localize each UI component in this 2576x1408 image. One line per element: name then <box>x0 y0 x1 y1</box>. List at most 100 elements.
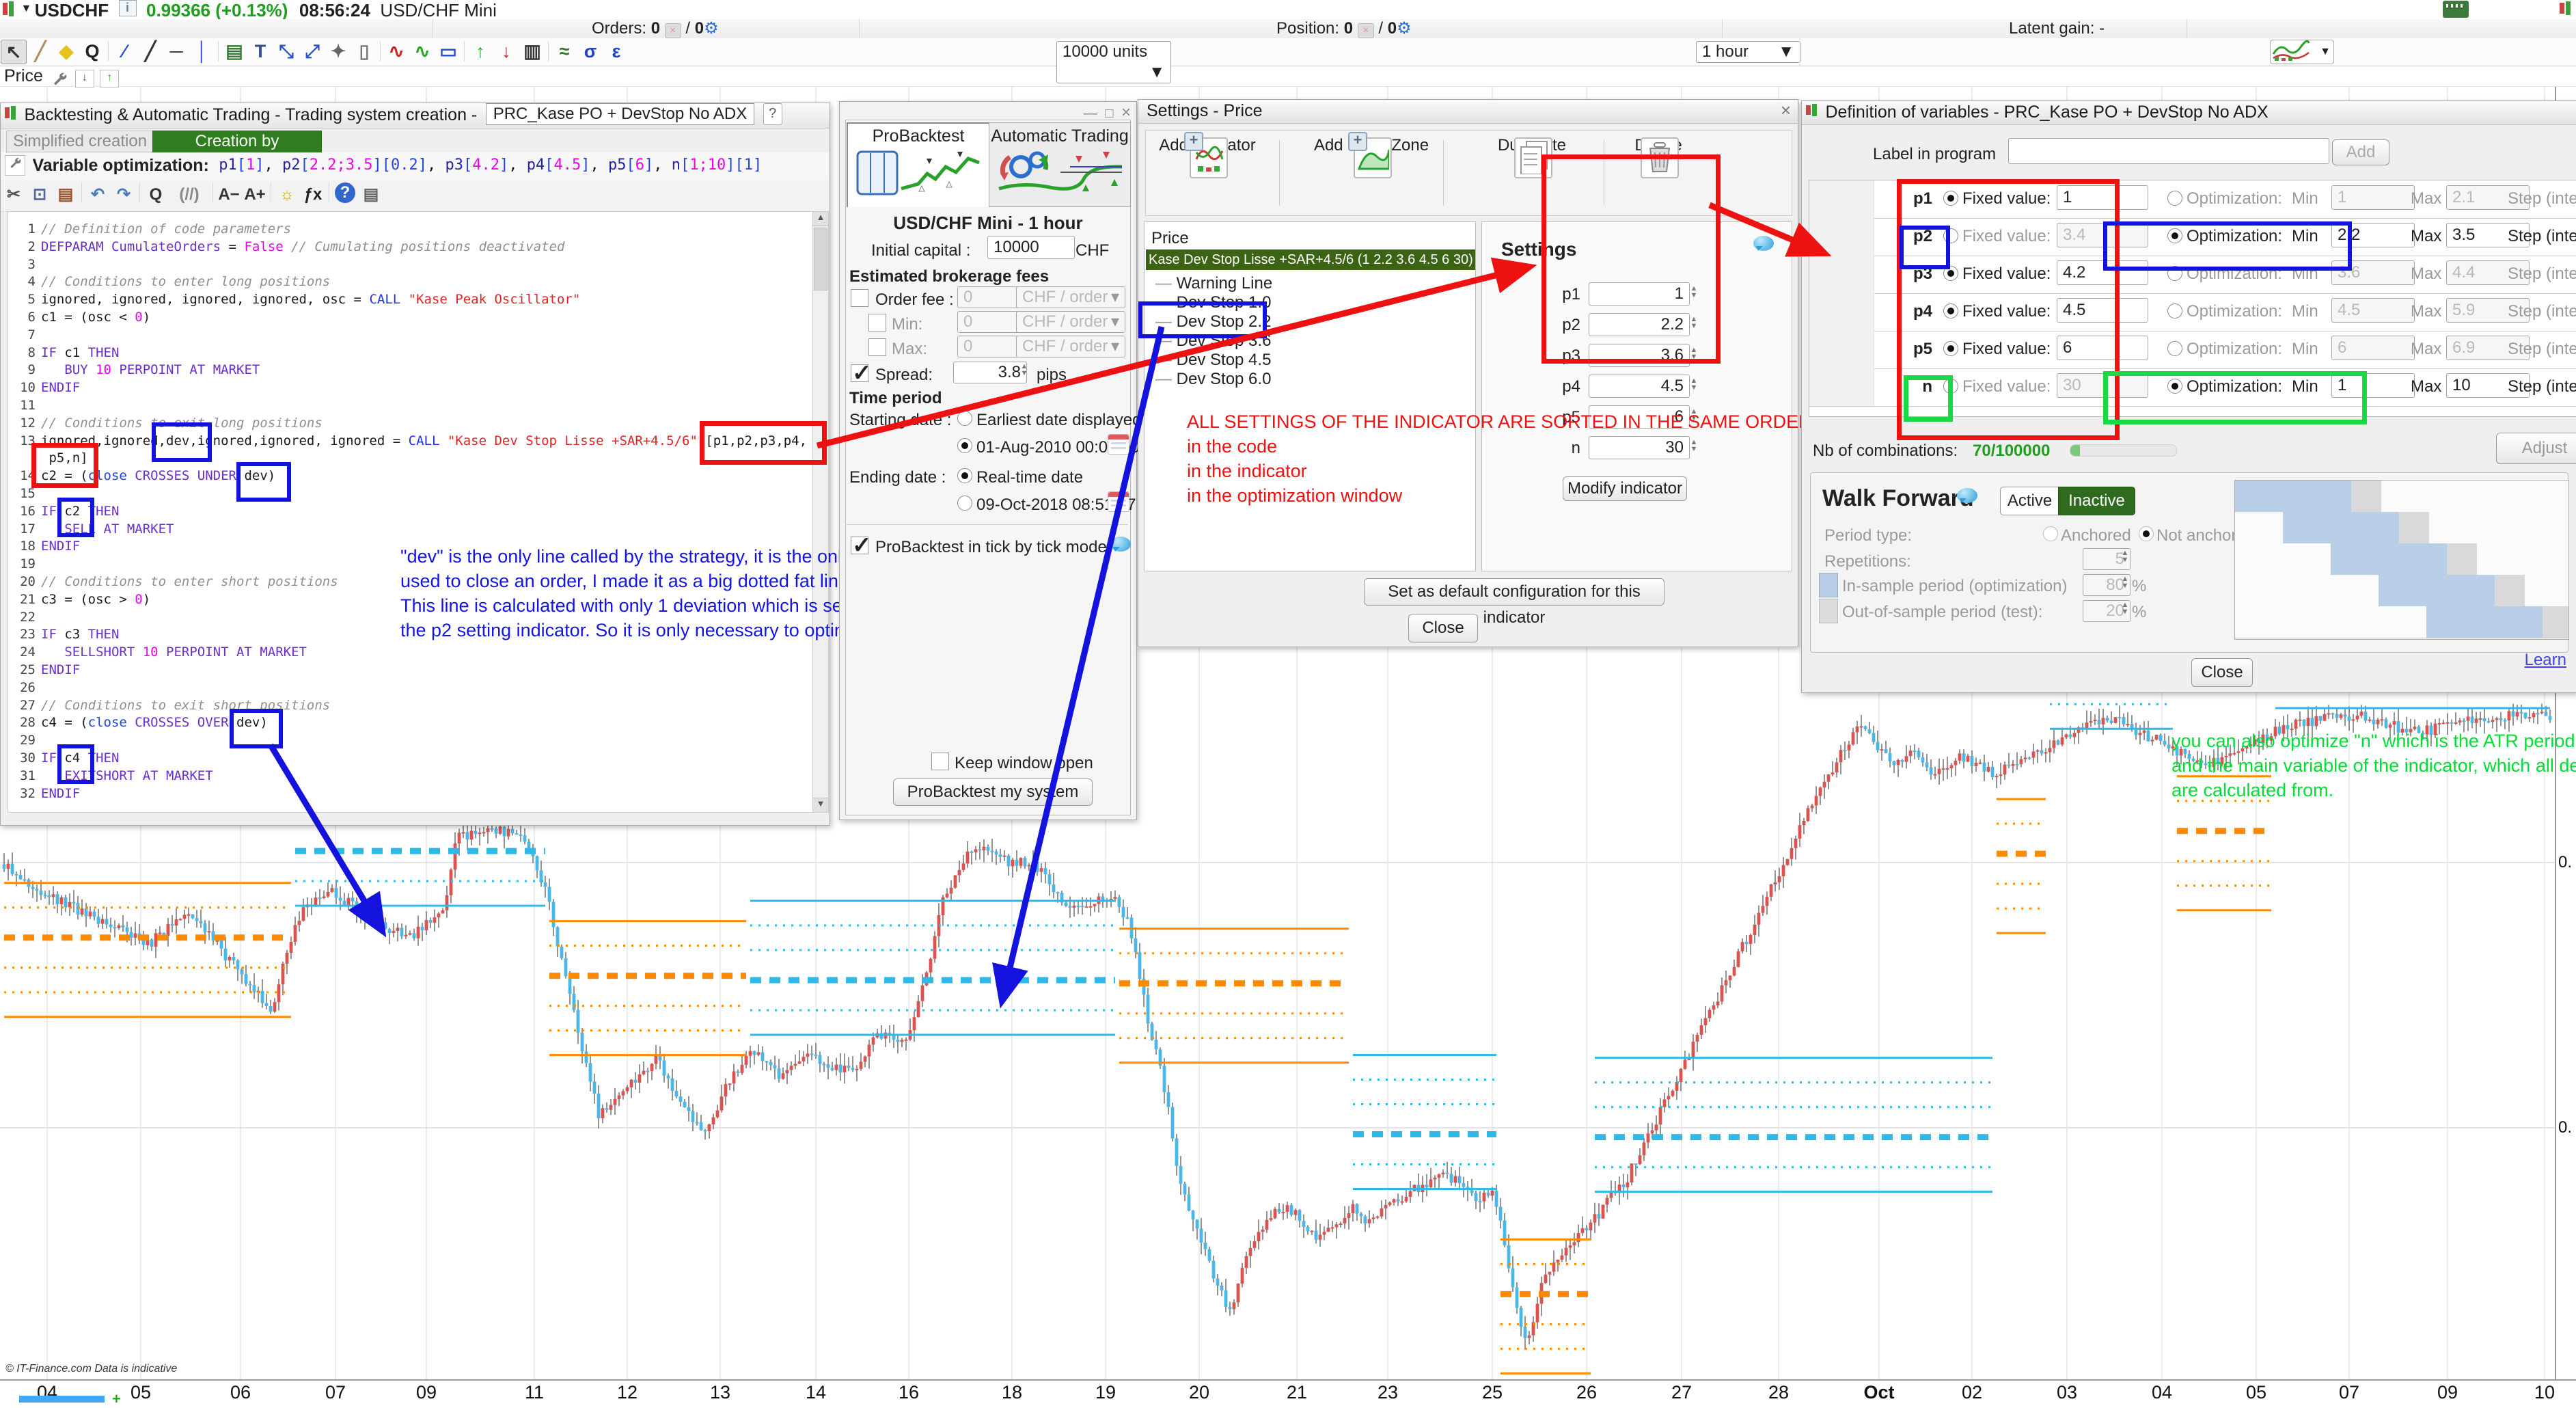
segment-icon[interactable]: ∕ <box>122 41 126 62</box>
wrench-icon[interactable] <box>51 70 68 87</box>
pointer-icon[interactable]: ↖ <box>1 40 27 64</box>
run-backtest-button[interactable]: ProBacktest my system <box>893 779 1093 806</box>
min-input-p1[interactable]: 1 <box>2331 185 2415 210</box>
fee-max-checkbox[interactable] <box>868 338 886 356</box>
fibonacci-icon[interactable]: ▤ <box>225 41 243 62</box>
walk-forward-inactive-toggle[interactable]: Inactive <box>2058 487 2135 515</box>
timeframe-dropdown[interactable]: 1 hour ▼ <box>1696 41 1800 63</box>
maximize-icon[interactable]: □ <box>1105 106 1114 121</box>
tree-item-dev-stop-6-0[interactable]: — Dev Stop 6.0 <box>1155 370 1272 388</box>
orders-cancel-icon[interactable]: × <box>664 23 681 38</box>
in-sample-input[interactable]: 80 <box>2083 574 2130 596</box>
starting-date-radio[interactable] <box>957 438 972 453</box>
vline-icon[interactable]: │ <box>196 41 208 62</box>
initial-capital-input[interactable]: 10000 <box>987 236 1075 259</box>
collapse-pane-icon[interactable]: ↓ <box>74 69 94 87</box>
out-sample-input[interactable]: 20 <box>2083 600 2130 622</box>
settings-help-bubble-icon[interactable] <box>1753 236 1774 251</box>
order-fee-input[interactable]: 0 <box>957 286 1019 308</box>
optimization-radio-p4[interactable] <box>2167 303 2182 319</box>
system-name-box[interactable]: PRC_Kase PO + DevStop No ADX <box>485 103 755 125</box>
out-sample-spinner[interactable]: ▲ ▼ <box>2121 601 2129 616</box>
param-spinner-n[interactable]: ▲ ▼ <box>1690 438 1698 453</box>
delete-button[interactable]: Delete <box>1597 135 1720 211</box>
optimization-radio-p1[interactable] <box>2167 191 2182 206</box>
optimization-radio-n[interactable] <box>2167 379 2182 394</box>
zigzag-red-icon[interactable]: ∿ <box>388 41 405 62</box>
optimization-radio-p3[interactable] <box>2167 266 2182 281</box>
chart-lines-icon[interactable]: ▥ <box>523 41 541 62</box>
close-icon[interactable]: × <box>1121 103 1131 122</box>
max-input-n[interactable]: 10 <box>2446 373 2530 398</box>
copy-icon[interactable]: ⊡ <box>32 185 47 204</box>
fixed-input-n[interactable]: 30 <box>2057 373 2148 398</box>
arrow-up-icon[interactable]: ↑ <box>476 41 485 62</box>
param-input-p3[interactable]: 3.6 <box>1589 344 1690 367</box>
tree-item-warning-line[interactable]: — Warning Line <box>1155 274 1273 293</box>
min-input-p2[interactable]: 2.2 <box>2331 223 2415 247</box>
paste-icon[interactable]: ▤ <box>57 185 74 204</box>
scroll-plus-icon[interactable]: + <box>112 1390 121 1407</box>
fee-min-checkbox[interactable] <box>868 314 886 331</box>
ending-calendar-icon[interactable] <box>1108 491 1129 512</box>
orders-settings-icon[interactable]: ⚙ <box>704 19 719 38</box>
fee-min-unit-select[interactable]: CHF / order ▾ <box>1016 311 1125 333</box>
keyboard-icon[interactable] <box>2443 1 2469 18</box>
code-scrollbar[interactable]: ▲ ▼ <box>812 211 829 813</box>
optimization-radio-p2[interactable] <box>2167 228 2182 243</box>
tab-probacktest[interactable]: ProBacktest <box>847 122 990 207</box>
help-icon[interactable]: ? <box>335 182 355 203</box>
text-icon[interactable]: T <box>254 41 266 62</box>
close-button[interactable]: Close <box>2191 658 2253 687</box>
param-spinner-p5[interactable]: ▲ ▼ <box>1690 407 1698 422</box>
help-doc-icon[interactable]: ? <box>763 103 782 125</box>
search-icon[interactable]: Q <box>149 185 163 204</box>
learn-more-link[interactable]: Learn <box>2524 651 2566 669</box>
tree-item-price[interactable]: Price <box>1151 229 1189 247</box>
fixed-input-p2[interactable]: 3.4 <box>2057 223 2148 247</box>
font-bigger-icon[interactable]: A+ <box>244 185 266 204</box>
close-icon[interactable]: × <box>1780 100 1791 120</box>
walk-forward-active-toggle[interactable]: Active <box>2000 487 2059 515</box>
fixed-input-p4[interactable]: 4.5 <box>2057 298 2148 323</box>
walk-forward-help-bubble-icon[interactable] <box>1957 488 1977 503</box>
tab-automatic-trading[interactable]: Automatic Trading <box>989 122 1131 207</box>
fixed-radio-n[interactable] <box>1943 379 1958 394</box>
min-input-p3[interactable]: 3.6 <box>2331 260 2415 285</box>
label-in-program-input[interactable] <box>2008 138 2329 164</box>
adjust-automatic-button[interactable]: Adjust automatic <box>2496 433 2576 464</box>
fixed-radio-p3[interactable] <box>1943 266 1958 281</box>
tick-help-bubble-icon[interactable] <box>1110 537 1131 552</box>
tree-item-dev-stop-4-5[interactable]: — Dev Stop 4.5 <box>1155 351 1272 369</box>
spread-checkbox[interactable] <box>851 360 872 387</box>
max-input-p1[interactable]: 2.1 <box>2446 185 2530 210</box>
set-default-button[interactable]: Set as default configuration for this in… <box>1364 578 1664 627</box>
max-input-p5[interactable]: 6.9 <box>2446 336 2530 360</box>
trash-icon[interactable]: ▯ <box>359 41 370 62</box>
param-spinner-p4[interactable]: ▲ ▼ <box>1690 377 1698 392</box>
tab-creation-by-programming[interactable]: Creation by programming <box>152 131 322 171</box>
add-variable-button[interactable]: Add <box>2332 139 2389 165</box>
modify-indicator-button[interactable]: Modify indicator <box>1563 476 1687 501</box>
param-input-n[interactable]: 30 <box>1589 436 1690 459</box>
hline-icon[interactable]: ─ <box>169 41 183 62</box>
fixed-input-p1[interactable]: 1 <box>2057 185 2148 210</box>
param-input-p5[interactable]: 6 <box>1589 405 1690 429</box>
max-input-p2[interactable]: 3.5 <box>2446 223 2530 247</box>
ending-realtime-radio[interactable] <box>957 468 972 483</box>
fixed-input-p5[interactable]: 6 <box>2057 336 2148 360</box>
ending-date-radio[interactable] <box>957 496 972 511</box>
sigma-icon[interactable]: σ <box>584 41 597 62</box>
max-input-p3[interactable]: 4.4 <box>2446 260 2530 285</box>
symbol-name[interactable]: USDCHF <box>34 0 109 21</box>
fixed-input-p3[interactable]: 4.2 <box>2057 260 2148 285</box>
scrollbar-thumb[interactable] <box>19 1396 105 1403</box>
comment-icon[interactable]: (//) <box>179 185 200 204</box>
rectangle-icon[interactable]: ▭ <box>439 41 457 62</box>
magnifier-icon[interactable]: Q <box>85 41 100 62</box>
param-spinner-p3[interactable]: ▲ ▼ <box>1690 346 1698 361</box>
fixed-radio-p4[interactable] <box>1943 303 1958 319</box>
tree-item-selected-indicator[interactable]: Kase Dev Stop Lisse +SAR+4.5/6 (1 2.2 3.… <box>1146 249 1475 270</box>
zigzag-green-icon[interactable]: ∿ <box>414 41 430 62</box>
trendline-icon[interactable]: ╱ <box>144 41 156 62</box>
